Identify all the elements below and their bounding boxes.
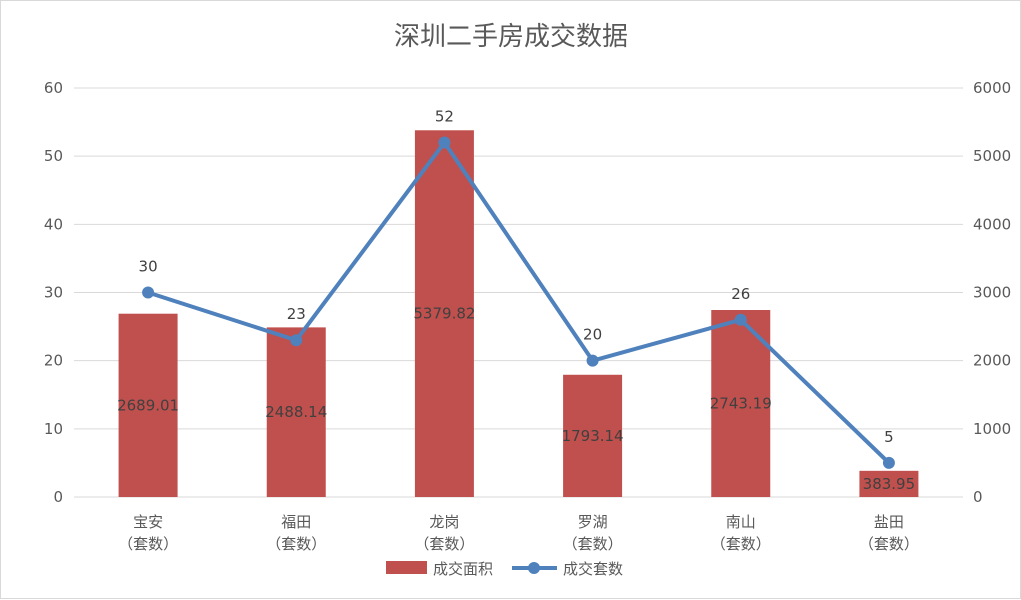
line-value-label: 30 (139, 258, 158, 276)
line-value-label: 26 (731, 285, 750, 303)
category-label: 盐田 (874, 513, 904, 531)
right-axis-ticks: 0 1000 2000 3000 4000 5000 6000 (973, 79, 1011, 506)
line-point (734, 313, 747, 326)
category-label: （套数） (118, 535, 178, 553)
line-data-labels: 30 23 52 20 26 5 (139, 108, 894, 446)
bar-value-label: 5379.82 (413, 305, 475, 323)
chart-title: 深圳二手房成交数据 (394, 22, 628, 52)
category-label: （套数） (563, 535, 623, 553)
left-tick-label: 0 (53, 488, 63, 506)
right-tick-label: 6000 (973, 79, 1011, 97)
category-label: 宝安 (133, 513, 163, 531)
right-tick-label: 2000 (973, 352, 1011, 370)
right-tick-label: 0 (973, 488, 983, 506)
right-tick-label: 5000 (973, 147, 1011, 165)
series-line (147, 140, 891, 465)
line-point (438, 136, 451, 149)
bar (414, 130, 474, 497)
left-tick-label: 50 (44, 147, 63, 165)
bar (563, 374, 623, 497)
line-value-label: 5 (884, 428, 894, 446)
category-label: （套数） (414, 535, 474, 553)
bar (118, 313, 178, 497)
category-label: （套数） (711, 535, 771, 553)
left-axis-ticks: 0 10 20 30 40 50 60 (44, 79, 63, 506)
category-label: （套数） (859, 535, 919, 553)
left-tick-label: 40 (44, 215, 63, 233)
left-tick-label: 60 (44, 79, 63, 97)
line-point (142, 286, 155, 299)
legend-label: 成交面积 (433, 560, 493, 578)
line-point (586, 354, 599, 367)
category-label: 龙岗 (429, 513, 459, 531)
line-value-label: 23 (287, 305, 306, 323)
bar-value-label: 2488.14 (265, 403, 327, 421)
bar (859, 470, 919, 497)
line-point (882, 456, 895, 469)
category-labels: 宝安 （套数） 福田 （套数） 龙岗 （套数） 罗湖 （套数） 南山 （套数） 盐田 （套数） (118, 513, 919, 553)
category-label: 南山 (726, 513, 756, 531)
category-label: （套数） (266, 535, 326, 553)
bar (266, 327, 326, 497)
left-tick-label: 10 (44, 420, 63, 438)
legend-swatch-marker (528, 562, 540, 574)
gridlines (74, 87, 963, 498)
legend: 成交面积 成交套数 (386, 560, 623, 578)
bar-value-label: 1793.14 (562, 427, 624, 445)
line-series (142, 136, 895, 469)
left-tick-label: 30 (44, 284, 63, 302)
line-point (290, 334, 303, 347)
legend-label: 成交套数 (563, 560, 623, 578)
category-label: 福田 (281, 513, 311, 531)
right-tick-label: 3000 (973, 284, 1011, 302)
bar-data-labels: 2689.01 2488.14 5379.82 1793.14 2743.19 383.9… (117, 305, 915, 493)
category-label: 罗湖 (578, 513, 608, 531)
bar-value-label: 2743.19 (710, 395, 772, 413)
right-tick-label: 1000 (973, 420, 1011, 438)
bar-series (118, 130, 919, 497)
legend-swatch-bar (386, 561, 427, 574)
right-tick-label: 4000 (973, 215, 1011, 233)
line-value-label: 52 (435, 108, 454, 126)
line-value-label: 20 (583, 326, 602, 344)
bar-value-label: 383.95 (863, 475, 916, 493)
bar-value-label: 2689.01 (117, 396, 179, 414)
left-tick-label: 20 (44, 352, 63, 370)
